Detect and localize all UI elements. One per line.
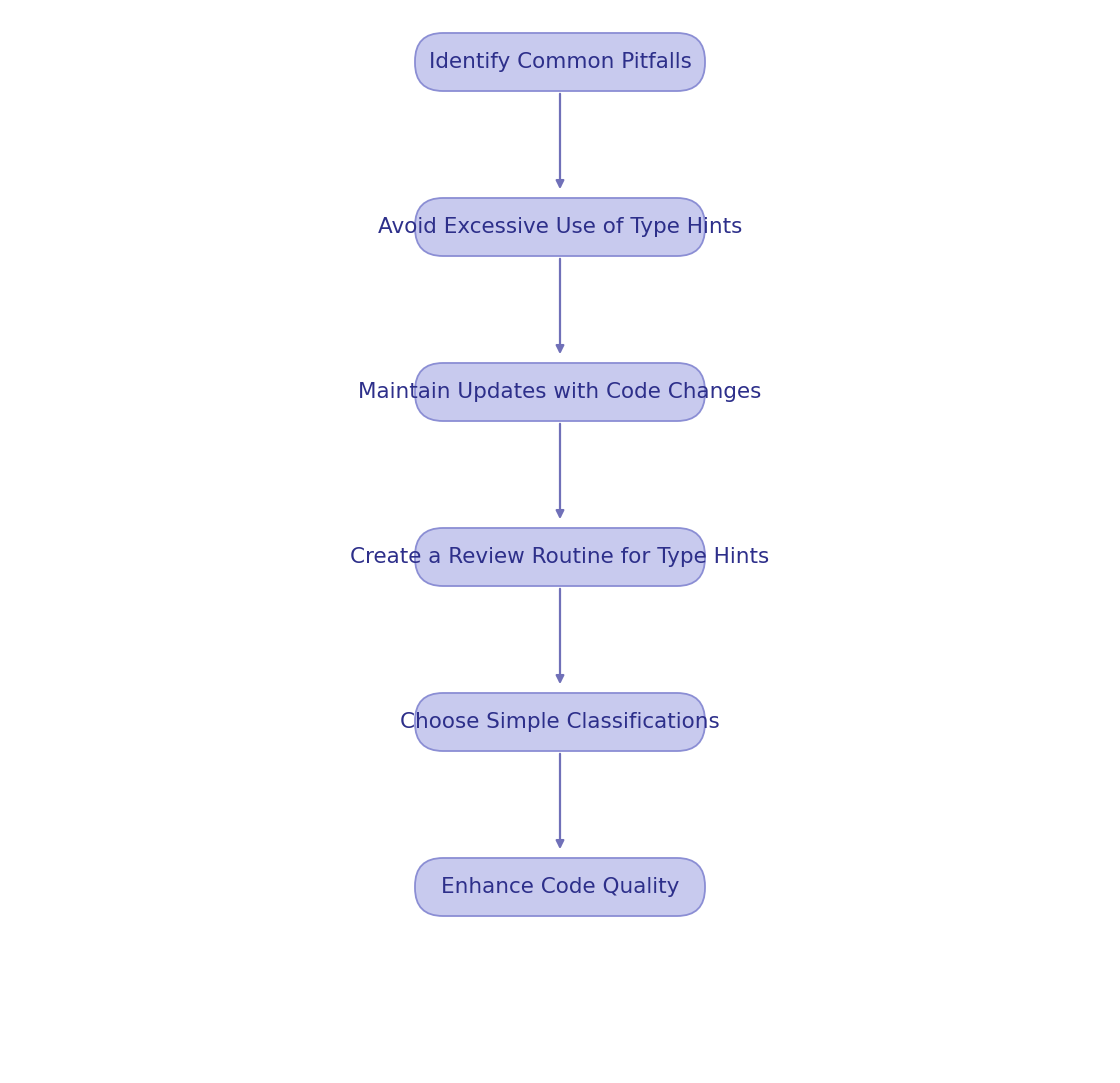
Text: Maintain Updates with Code Changes: Maintain Updates with Code Changes	[358, 382, 762, 402]
Text: Avoid Excessive Use of Type Hints: Avoid Excessive Use of Type Hints	[377, 217, 743, 237]
PathPatch shape	[416, 858, 704, 916]
PathPatch shape	[416, 693, 704, 751]
PathPatch shape	[416, 198, 704, 256]
PathPatch shape	[416, 529, 704, 586]
Text: Enhance Code Quality: Enhance Code Quality	[441, 877, 679, 897]
Text: Create a Review Routine for Type Hints: Create a Review Routine for Type Hints	[351, 547, 769, 567]
PathPatch shape	[416, 363, 704, 421]
PathPatch shape	[416, 32, 704, 91]
Text: Choose Simple Classifications: Choose Simple Classifications	[400, 712, 720, 732]
Text: Identify Common Pitfalls: Identify Common Pitfalls	[429, 52, 691, 71]
